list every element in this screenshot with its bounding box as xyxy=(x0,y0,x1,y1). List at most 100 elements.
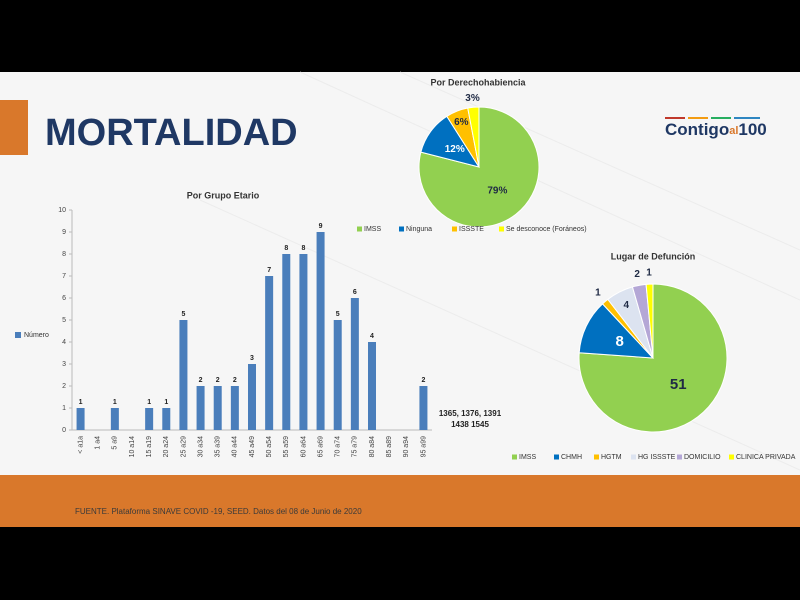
x-tick-label: 1 a4 xyxy=(95,436,102,450)
y-tick-label: 5 xyxy=(62,317,66,324)
y-tick-label: 10 xyxy=(58,207,66,214)
data-label: 8 xyxy=(284,245,288,252)
data-label: 1 xyxy=(646,268,652,279)
legend-swatch xyxy=(15,332,21,338)
chart-title: Lugar de Defunción xyxy=(611,251,696,261)
data-label: 1 xyxy=(595,288,601,299)
legend-label: DOMICILIO xyxy=(684,454,721,461)
data-label: 79% xyxy=(487,185,507,196)
bar xyxy=(316,232,325,430)
bar xyxy=(196,386,205,430)
logo-part: 100 xyxy=(738,120,766,139)
data-label: 1 xyxy=(113,399,117,406)
data-label: 6 xyxy=(353,289,357,296)
logo-text: Contigoal100 xyxy=(665,120,767,139)
x-tick-label: 25 a29 xyxy=(180,436,187,458)
legend-label: CHMH xyxy=(561,454,582,461)
legend-label: ISSSTE xyxy=(459,226,484,233)
x-tick-label: 35 a39 xyxy=(215,436,222,458)
bar xyxy=(110,408,119,430)
footer-band xyxy=(0,475,800,527)
legend-label: Número xyxy=(24,332,49,339)
x-tick-label: 45 a49 xyxy=(249,436,256,458)
data-label: 8 xyxy=(615,333,623,350)
y-tick-label: 9 xyxy=(62,229,66,236)
background-lines xyxy=(199,71,800,471)
data-label: 4 xyxy=(370,333,374,340)
x-tick-label: 30 a34 xyxy=(197,436,204,458)
x-tick-label: 55 a59 xyxy=(283,436,290,458)
annotation: 1365, 1376, 1391 xyxy=(439,409,502,418)
data-label: 51 xyxy=(670,376,687,393)
legend-label: HGTM xyxy=(601,454,622,461)
x-tick-label: < a1a xyxy=(77,436,84,454)
bar xyxy=(350,298,359,430)
x-tick-label: 20 a24 xyxy=(163,436,170,458)
pie-slice xyxy=(645,283,654,359)
legend-swatch xyxy=(399,226,404,232)
legend-swatch xyxy=(452,226,457,232)
pie-slice xyxy=(467,106,480,168)
source-note: FUENTE. Plataforma SINAVE COVID -19, SEE… xyxy=(75,507,362,516)
legend-label: CLINICA PRIVADA xyxy=(736,454,796,461)
y-tick-label: 1 xyxy=(62,405,66,412)
data-label: 3 xyxy=(250,355,254,362)
data-label: 2 xyxy=(199,377,203,384)
x-tick-label: 40 a44 xyxy=(232,436,239,458)
slide-title: MORTALIDAD xyxy=(45,112,298,154)
bar xyxy=(248,364,256,430)
y-tick-label: 6 xyxy=(62,295,66,302)
x-tick-label: 50 a54 xyxy=(266,436,273,458)
data-label: 7 xyxy=(267,267,271,274)
bar xyxy=(145,408,154,430)
legend-label: Ninguna xyxy=(406,226,432,233)
legend-label: IMSS xyxy=(519,454,536,461)
logo-part: al xyxy=(729,125,738,137)
data-label: 2 xyxy=(233,377,237,384)
data-label: 4 xyxy=(623,300,629,311)
logo: Contigoal100 xyxy=(665,117,767,139)
legend-swatch xyxy=(594,454,599,460)
data-label: 1 xyxy=(164,399,168,406)
legend-swatch xyxy=(729,454,734,460)
logo-part: Contigo xyxy=(665,120,729,139)
bar xyxy=(368,342,376,430)
bar xyxy=(282,254,291,430)
legend-swatch xyxy=(554,454,559,460)
legend-swatch xyxy=(512,454,517,460)
x-tick-label: 95 a99 xyxy=(420,436,427,458)
chart-title: Por Grupo Etario xyxy=(187,190,260,200)
bar xyxy=(230,386,239,430)
x-tick-label: 80 a84 xyxy=(369,436,376,458)
x-tick-label: 5 a9 xyxy=(112,436,119,450)
data-label: 1 xyxy=(147,399,151,406)
bar xyxy=(419,386,428,430)
y-tick-label: 3 xyxy=(62,361,66,368)
bar xyxy=(299,254,308,430)
x-tick-label: 60 a64 xyxy=(300,436,307,458)
x-tick-label: 10 a14 xyxy=(129,436,136,458)
data-label: 12% xyxy=(445,144,465,155)
pie-slice xyxy=(578,283,728,433)
y-tick-label: 4 xyxy=(62,339,66,346)
legend-label: HG ISSSTE xyxy=(638,454,676,461)
x-tick-label: 70 a74 xyxy=(335,436,342,458)
legend-swatch xyxy=(677,454,682,460)
bar xyxy=(162,408,171,430)
y-tick-label: 0 xyxy=(62,427,66,434)
data-label: 5 xyxy=(336,311,340,318)
bar xyxy=(76,408,85,430)
bar xyxy=(213,386,222,430)
y-tick-label: 2 xyxy=(62,383,66,390)
bar xyxy=(179,320,188,430)
x-tick-label: 15 a19 xyxy=(146,436,153,458)
legend-swatch xyxy=(631,454,636,460)
legend-swatch xyxy=(499,226,504,232)
data-label: 2 xyxy=(634,269,640,280)
x-tick-label: 75 a79 xyxy=(352,436,359,458)
legend-label: Se desconoce (Foráneos) xyxy=(506,226,587,233)
annotation: 1438 1545 xyxy=(451,420,489,429)
data-label: 2 xyxy=(216,377,220,384)
